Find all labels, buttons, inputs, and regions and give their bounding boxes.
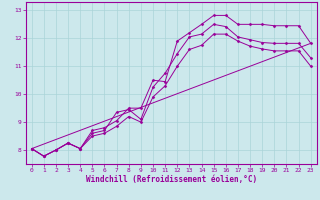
X-axis label: Windchill (Refroidissement éolien,°C): Windchill (Refroidissement éolien,°C) <box>86 175 257 184</box>
